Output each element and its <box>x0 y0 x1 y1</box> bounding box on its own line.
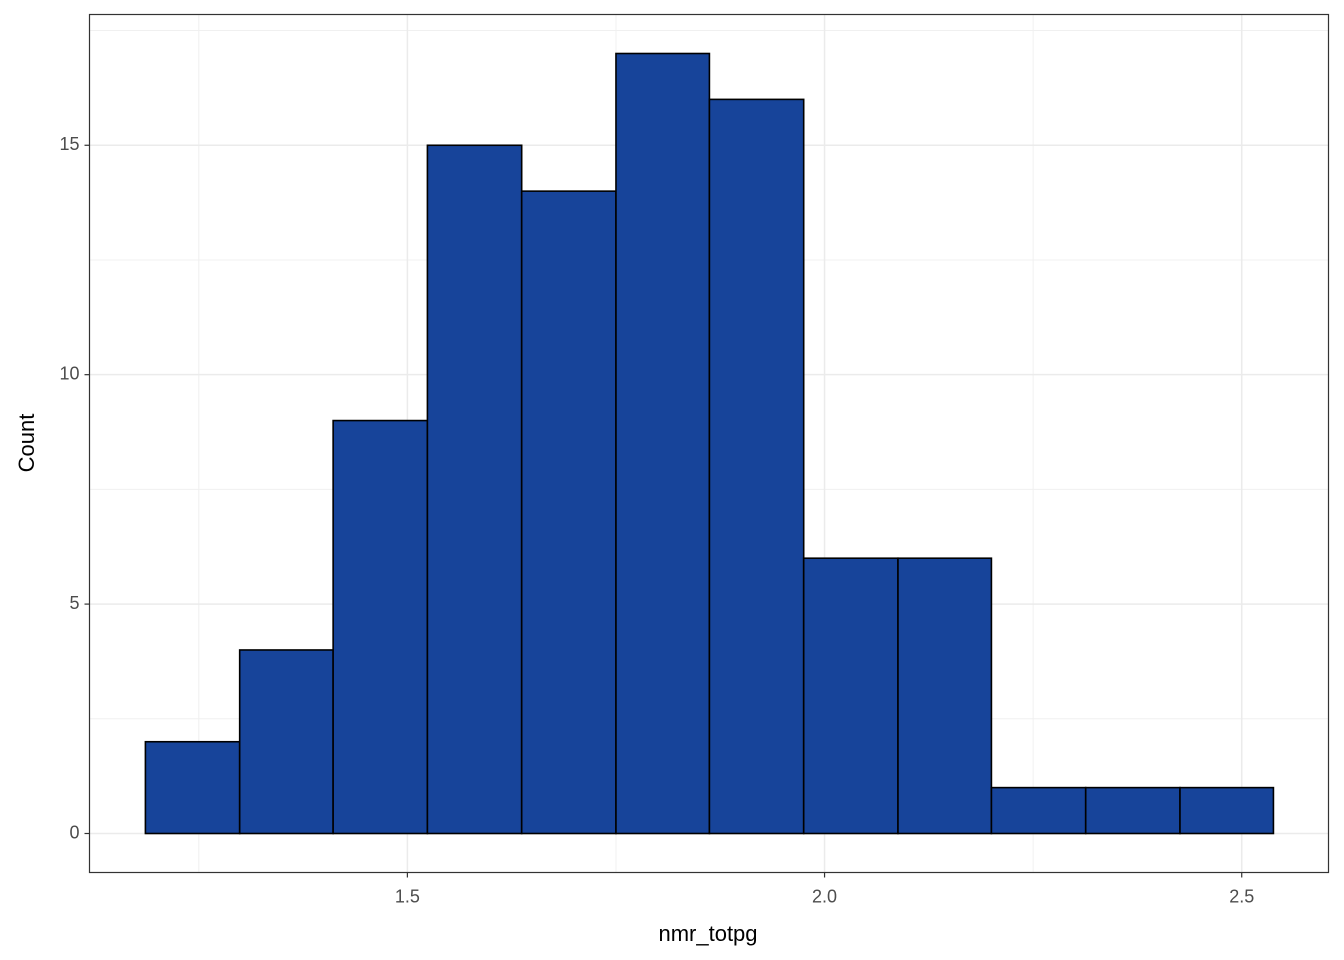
bar <box>1084 786 1181 835</box>
panel-border <box>88 13 1330 874</box>
bar <box>520 190 617 835</box>
x-tick-label: 2.0 <box>812 886 837 906</box>
y-tick-label: 5 <box>69 593 79 613</box>
bars <box>144 52 1275 835</box>
x-tick-label: 1.5 <box>395 886 420 906</box>
bar <box>426 144 523 835</box>
y-tick-label: 15 <box>59 134 79 154</box>
bar <box>144 740 241 835</box>
x-tick-label: 2.5 <box>1229 886 1254 906</box>
bar <box>238 649 334 835</box>
bar <box>615 52 711 835</box>
bar <box>990 786 1087 835</box>
y-tick-label: 10 <box>59 363 79 383</box>
bar <box>802 557 899 835</box>
bar <box>897 557 993 835</box>
x-axis-title: nmr_totpg <box>658 921 757 946</box>
bar <box>332 419 429 835</box>
y-axis-title: Count <box>14 414 39 473</box>
y-tick-label: 0 <box>69 822 79 842</box>
bar <box>708 98 805 835</box>
bar <box>1179 786 1275 835</box>
